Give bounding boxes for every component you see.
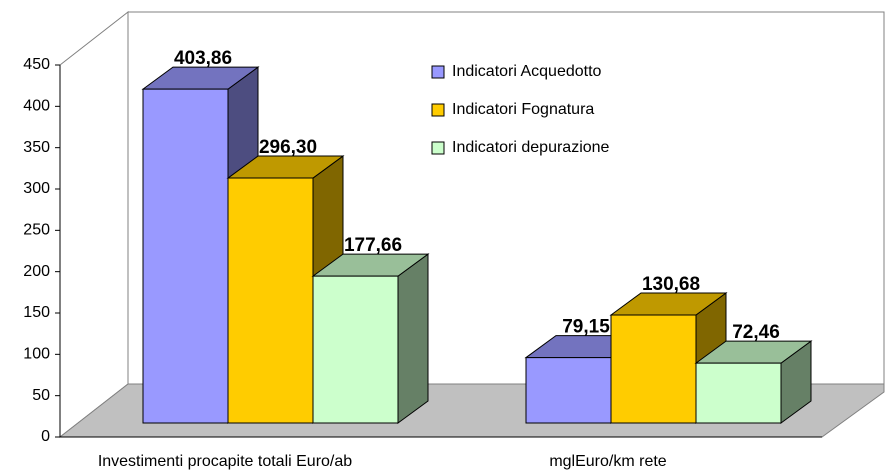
value-label: 403,86 <box>174 48 232 69</box>
legend-swatch <box>431 103 445 117</box>
side-wall <box>59 10 129 439</box>
bar-front <box>695 362 782 424</box>
legend-label: Indicatori depurazione <box>452 139 610 156</box>
y-tick-label: 0 <box>41 428 50 445</box>
legend-swatch <box>431 141 445 155</box>
bar-front <box>142 88 229 424</box>
legend-label: Indicatori Fognatura <box>452 101 594 118</box>
bar-front <box>312 275 399 424</box>
value-label: 296,30 <box>259 137 317 158</box>
y-tick-label: 350 <box>23 139 50 156</box>
x-tick-label: Investimenti procapite totali Euro/ab <box>98 453 352 470</box>
value-label: 177,66 <box>344 235 402 256</box>
y-tick-label: 400 <box>23 98 50 115</box>
bar <box>694 340 813 424</box>
x-tick-label: mglEuro/km rete <box>549 453 666 470</box>
bar-front <box>525 357 612 424</box>
bar-side <box>397 253 429 424</box>
y-tick-label: 50 <box>32 387 50 404</box>
bar-front <box>227 177 314 424</box>
y-tick-label: 450 <box>23 56 50 73</box>
y-tick-label: 300 <box>23 180 50 197</box>
y-tick-label: 150 <box>23 304 50 321</box>
bar <box>311 253 430 424</box>
value-label: 72,46 <box>732 322 780 343</box>
y-tick-label: 200 <box>23 263 50 280</box>
legend-swatch <box>431 65 445 79</box>
y-tick-label: 100 <box>23 346 50 363</box>
value-label: 79,15 <box>562 317 610 338</box>
value-label: 130,68 <box>642 274 700 295</box>
y-tick-label: 250 <box>23 222 50 239</box>
bar-front <box>610 314 697 424</box>
legend-label: Indicatori Acquedotto <box>452 63 602 80</box>
